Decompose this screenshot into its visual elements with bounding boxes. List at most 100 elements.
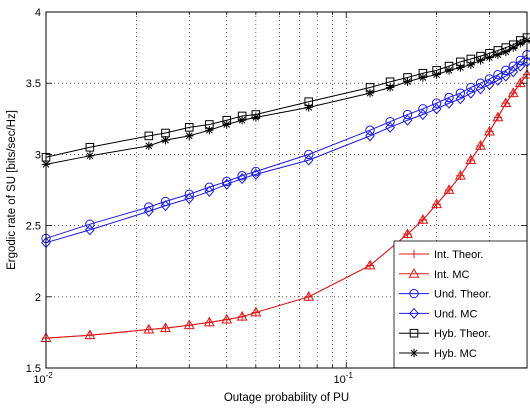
data-point: [516, 39, 525, 48]
y-tick-label: 1.5: [26, 363, 41, 375]
data-point: [85, 142, 95, 152]
data-point: [303, 290, 315, 301]
data-point: [454, 169, 466, 180]
data-point: [515, 60, 526, 72]
data-point: [493, 69, 503, 80]
data-point: [222, 176, 232, 187]
legend: Int. Theor. Int. MC Und. Theor. Und. MC Hyb.…: [393, 240, 528, 369]
legend-item-hyb-mc: Hyb. MC: [399, 348, 477, 360]
data-point: [250, 168, 261, 180]
data-point: [431, 198, 443, 209]
data-point: [492, 111, 504, 122]
legend-swatch-marker: [409, 249, 419, 259]
data-point: [84, 329, 96, 340]
data-point: [251, 166, 261, 177]
data-point: [484, 74, 495, 84]
data-point: [237, 171, 247, 181]
data-point: [509, 43, 518, 52]
data-point: [455, 93, 466, 105]
data-point: [183, 319, 195, 330]
data-point: [418, 73, 428, 82]
data-point: [385, 121, 395, 133]
data-point: [161, 135, 170, 145]
legend-item-und-theor: Und. Theor.: [399, 289, 491, 301]
y-tick-label: 2: [35, 292, 41, 304]
data-point: [431, 103, 442, 115]
data-point: [456, 63, 465, 72]
data-point: [222, 120, 231, 129]
data-point: [455, 88, 466, 98]
data-point: [237, 116, 247, 125]
data-point: [184, 192, 195, 205]
plot-frame: [45, 11, 528, 369]
data-point: [476, 56, 485, 65]
legend-label: Hyb. MC: [434, 348, 477, 360]
data-point: [508, 61, 518, 71]
legend-item-hyb-theor: Hyb. Theor.: [399, 328, 491, 340]
data-point: [432, 70, 441, 79]
data-point: [236, 310, 248, 321]
data-point: [221, 313, 233, 324]
data-point: [185, 131, 194, 141]
data-point: [402, 114, 413, 126]
legend-label: Und. Theor.: [434, 289, 491, 301]
legend-item-int-mc: Int. MC: [399, 267, 470, 281]
data-point: [143, 205, 154, 217]
legend-swatch-marker: [409, 288, 419, 299]
data-point: [484, 79, 495, 91]
data-point: [514, 77, 526, 88]
data-point: [431, 98, 442, 108]
data-point: [304, 103, 313, 112]
data-point: [364, 259, 376, 270]
data-point: [508, 66, 519, 78]
data-point: [418, 104, 428, 114]
data-point: [444, 66, 454, 75]
data-point: [485, 53, 494, 62]
data-point: [85, 219, 95, 229]
data-point: [475, 83, 486, 95]
series-line: [45, 37, 528, 158]
data-point: [475, 78, 486, 88]
series-int-mc: [40, 68, 530, 342]
x-tick-label: 10-1: [334, 371, 354, 386]
data-point: [250, 306, 262, 317]
data-point: [475, 140, 486, 150]
data-point: [144, 131, 154, 141]
data-point: [465, 154, 477, 164]
data-point: [385, 83, 395, 92]
legend-item-int-theor: Int. Theor.: [399, 249, 483, 261]
x-tick-label: 10-2: [33, 371, 53, 386]
x-axis-label: Outage probability of PU: [224, 392, 349, 404]
data-point: [444, 97, 454, 109]
legend-swatch-marker: [409, 307, 419, 319]
data-point: [205, 125, 214, 135]
legend-label: Int. MC: [434, 269, 470, 281]
data-point: [443, 184, 455, 194]
data-point: [402, 109, 413, 120]
data-point: [500, 70, 511, 82]
data-point: [365, 88, 375, 98]
data-point: [365, 125, 375, 135]
legend-box: [393, 240, 528, 369]
series-line: [45, 61, 528, 244]
data-point: [501, 47, 511, 57]
y-axis-label: Ergodic rate of SU [bits/sec/Hz]: [6, 110, 18, 270]
data-point: [184, 123, 194, 132]
data-point: [251, 113, 261, 122]
data-point: [444, 92, 454, 103]
data-point: [304, 149, 314, 160]
data-point: [493, 50, 503, 59]
data-point: [365, 130, 375, 142]
legend-label: Int. Theor.: [434, 249, 483, 261]
data-point: [417, 214, 429, 224]
data-point: [221, 178, 232, 190]
data-point: [160, 200, 171, 212]
data-point: [500, 97, 512, 108]
data-point: [85, 224, 95, 236]
data-point: [237, 173, 247, 185]
data-point: [466, 60, 476, 69]
data-point: [418, 108, 428, 121]
legend-label: Hyb. Theor.: [434, 328, 491, 340]
data-point: [493, 74, 503, 86]
